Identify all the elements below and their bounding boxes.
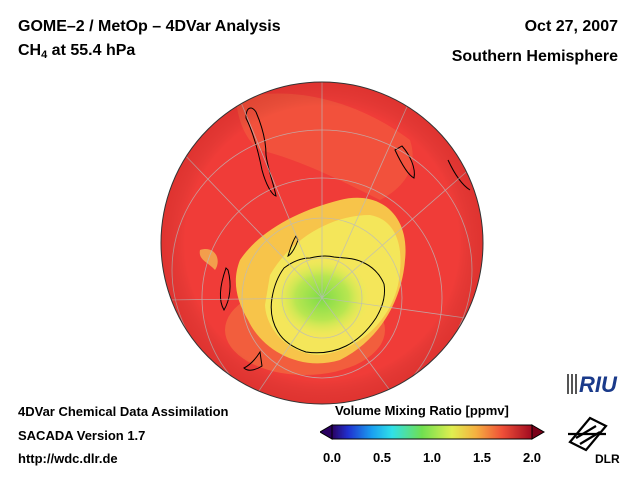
colorbar-title: Volume Mixing Ratio [ppmv]: [335, 403, 509, 418]
globe-outline: [160, 81, 484, 405]
footer-url[interactable]: http://wdc.dlr.de: [18, 451, 118, 466]
species-name: CH: [18, 42, 42, 59]
colorbar-tick-label: 0.0: [322, 450, 342, 465]
colorbar-tick-label: 0.5: [372, 450, 392, 465]
colorbar: [320, 424, 545, 440]
dlr-logo-icon: [568, 416, 608, 452]
species-subscript: 4: [41, 49, 48, 61]
dlr-logo-text: DLR: [595, 452, 620, 466]
colorbar-gradient: [331, 424, 533, 440]
title-line-2: CH4 at 55.4 hPa: [18, 42, 135, 61]
globe-field: [161, 82, 483, 404]
title-line-1: GOME–2 / MetOp – 4DVar Analysis: [18, 18, 281, 35]
date-label: Oct 27, 2007: [524, 18, 618, 35]
riu-logo-icon: RIU: [567, 372, 617, 398]
footer-line-1: 4DVar Chemical Data Assimilation: [18, 404, 229, 419]
colorbar-max-arrow: [531, 424, 545, 440]
hemisphere-label: Southern Hemisphere: [451, 48, 618, 65]
colorbar-tick-label: 1.0: [422, 450, 442, 465]
riu-logo-text: RIU: [579, 372, 617, 397]
pressure-level: at 55.4 hPa: [47, 42, 136, 59]
footer-line-2: SACADA Version 1.7: [18, 428, 146, 443]
colorbar-tick-label: 2.0: [522, 450, 542, 465]
colorbar-min-arrow: [320, 424, 333, 440]
colorbar-tick-label: 1.5: [472, 450, 492, 465]
